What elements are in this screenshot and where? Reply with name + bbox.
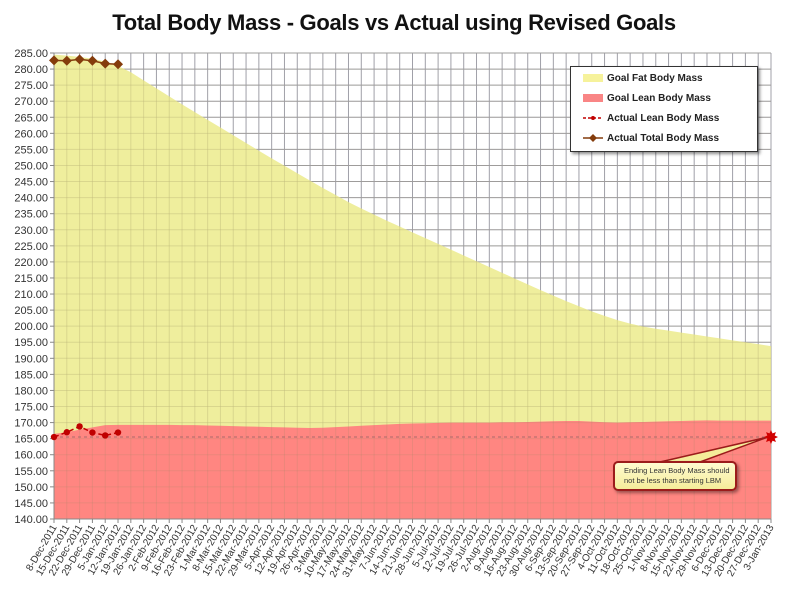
diamond-line-marker-icon	[583, 134, 603, 142]
y-tick-label: 260.00	[14, 128, 48, 140]
legend-label: Goal Lean Body Mass	[607, 92, 711, 104]
end-marker-starburst	[764, 430, 778, 445]
y-tick-label: 185.00	[14, 369, 48, 381]
y-tick-label: 220.00	[14, 257, 48, 269]
legend-item-goal-fat: Goal Fat Body Mass	[583, 71, 703, 85]
y-tick-label: 170.00	[14, 418, 48, 430]
y-tick-label: 250.00	[14, 160, 48, 172]
y-tick-label: 165.00	[14, 434, 48, 446]
marker-actual-lean	[102, 432, 109, 439]
y-tick-label: 140.00	[14, 514, 48, 526]
marker-actual-total	[74, 54, 85, 65]
legend-item-goal-lean: Goal Lean Body Mass	[583, 91, 711, 105]
legend-swatch-yellow	[583, 74, 603, 82]
legend-label: Actual Lean Body Mass	[607, 112, 720, 124]
y-tick-label: 265.00	[14, 112, 48, 124]
y-tick-label: 155.00	[14, 466, 48, 478]
annotation-callout: Ending Lean Body Mass should not be less…	[613, 461, 737, 491]
dashed-line-marker-icon	[583, 116, 603, 120]
chart-title: Total Body Mass - Goals vs Actual using …	[112, 10, 676, 35]
y-tick-label: 225.00	[14, 241, 48, 253]
y-tick-label: 285.00	[14, 48, 48, 60]
legend-item-actual-lean: Actual Lean Body Mass	[583, 111, 719, 125]
y-tick-label: 175.00	[14, 402, 48, 414]
marker-actual-total	[100, 58, 111, 69]
y-tick-label: 245.00	[14, 177, 48, 189]
y-tick-label: 160.00	[14, 450, 48, 462]
y-tick-label: 215.00	[14, 273, 48, 285]
marker-actual-total	[87, 55, 98, 66]
callout-text-line1: Ending Lean Body Mass should	[624, 466, 730, 475]
marker-actual-lean	[114, 429, 122, 436]
area-goal-fat	[54, 54, 771, 519]
marker-actual-total	[49, 55, 59, 66]
y-tick-label: 255.00	[14, 144, 48, 156]
y-tick-label: 205.00	[14, 305, 48, 317]
y-tick-label: 145.00	[14, 498, 48, 510]
legend: Goal Fat Body Mass Goal Lean Body Mass A…	[570, 66, 758, 152]
y-tick-label: 195.00	[14, 337, 48, 349]
y-tick-label: 150.00	[14, 482, 48, 494]
marker-actual-lean	[50, 433, 58, 441]
y-tick-label: 190.00	[14, 353, 48, 365]
legend-label: Actual Total Body Mass	[607, 132, 720, 144]
area-goal-lean	[54, 420, 771, 519]
y-tick-label: 275.00	[14, 80, 48, 92]
y-tick-label: 200.00	[14, 321, 48, 333]
legend-item-actual-total: Actual Total Body Mass	[583, 131, 719, 145]
callout-text-line2: not be less than starting LBM	[624, 476, 722, 485]
marker-actual-lean	[76, 423, 83, 430]
y-tick-label: 280.00	[14, 64, 48, 76]
y-tick-label: 180.00	[14, 385, 48, 397]
marker-actual-total	[61, 55, 72, 66]
marker-actual-lean	[89, 429, 96, 436]
y-tick-label: 235.00	[14, 209, 48, 221]
y-tick-label: 210.00	[14, 289, 48, 301]
y-tick-label: 230.00	[14, 225, 48, 237]
y-tick-label: 270.00	[14, 96, 48, 108]
y-tick-label: 240.00	[14, 193, 48, 205]
legend-label: Goal Fat Body Mass	[607, 72, 703, 84]
marker-actual-lean	[63, 429, 71, 436]
marker-actual-total	[113, 59, 124, 70]
legend-swatch-red	[583, 94, 603, 102]
